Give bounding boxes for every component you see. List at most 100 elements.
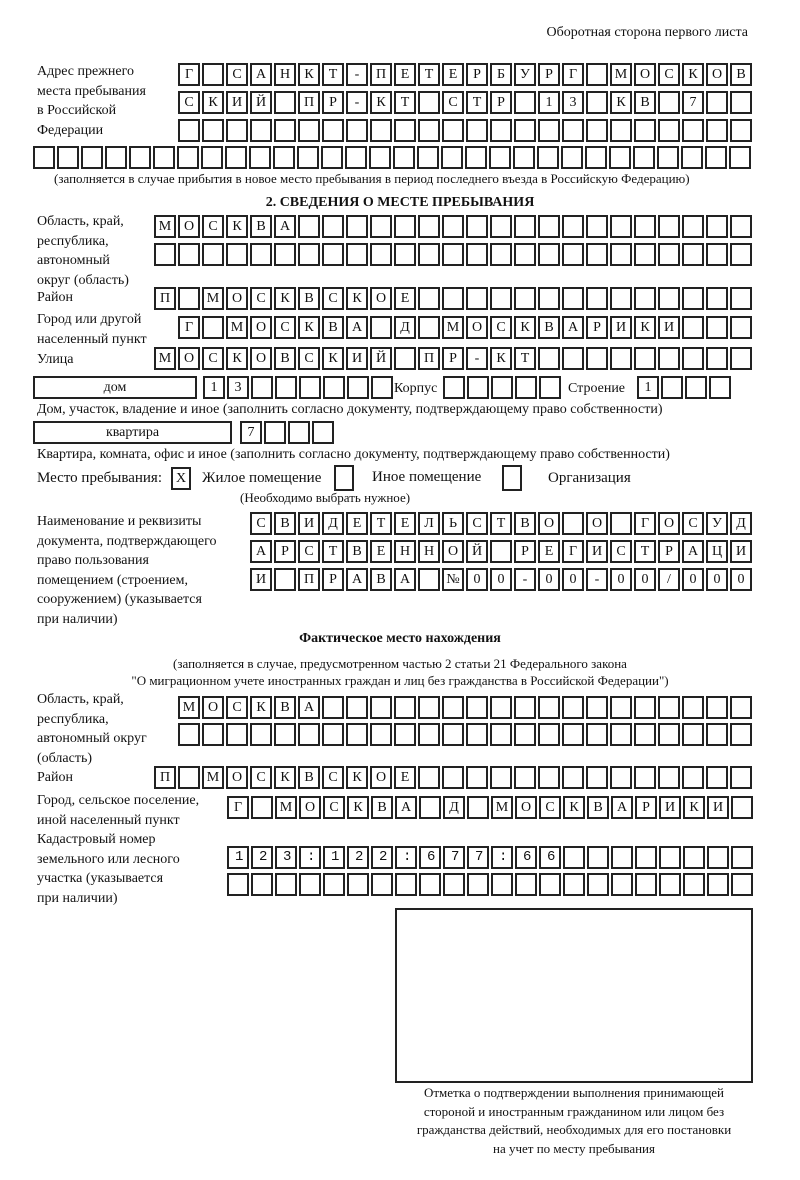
char-cell[interactable]: Р bbox=[274, 540, 296, 563]
char-cell[interactable] bbox=[417, 146, 439, 169]
char-cell[interactable] bbox=[370, 696, 392, 719]
char-cell[interactable] bbox=[225, 146, 247, 169]
char-cell[interactable]: Г bbox=[178, 316, 200, 339]
char-cell[interactable] bbox=[731, 846, 753, 869]
char-cell[interactable]: 7 bbox=[682, 91, 704, 114]
char-cell[interactable] bbox=[658, 347, 680, 370]
char-cell[interactable] bbox=[129, 146, 151, 169]
char-cell[interactable]: К bbox=[346, 287, 368, 310]
char-cell[interactable] bbox=[202, 316, 224, 339]
char-cell[interactable]: В bbox=[250, 215, 272, 238]
char-cell[interactable] bbox=[298, 119, 320, 142]
char-cell[interactable] bbox=[322, 119, 344, 142]
char-cell[interactable]: Г bbox=[562, 63, 584, 86]
char-cell[interactable] bbox=[154, 243, 176, 266]
char-cell[interactable] bbox=[370, 119, 392, 142]
char-cell[interactable] bbox=[394, 347, 416, 370]
char-cell[interactable]: О bbox=[706, 63, 728, 86]
char-cell[interactable] bbox=[418, 287, 440, 310]
char-cell[interactable] bbox=[659, 873, 681, 896]
char-cell[interactable] bbox=[251, 796, 273, 819]
char-cell[interactable]: С bbox=[539, 796, 561, 819]
char-cell[interactable]: А bbox=[611, 796, 633, 819]
char-cell[interactable] bbox=[538, 243, 560, 266]
char-cell[interactable] bbox=[418, 696, 440, 719]
char-cell[interactable]: 0 bbox=[490, 568, 512, 591]
char-cell[interactable] bbox=[610, 696, 632, 719]
char-cell[interactable]: О bbox=[538, 512, 560, 535]
char-cell[interactable]: О bbox=[370, 766, 392, 789]
char-cell[interactable] bbox=[706, 316, 728, 339]
char-cell[interactable] bbox=[346, 119, 368, 142]
char-cell[interactable] bbox=[538, 215, 560, 238]
char-cell[interactable]: С bbox=[226, 63, 248, 86]
char-cell[interactable]: А bbox=[298, 696, 320, 719]
char-cell[interactable] bbox=[321, 146, 343, 169]
char-cell[interactable] bbox=[491, 873, 513, 896]
char-cell[interactable]: В bbox=[346, 540, 368, 563]
char-cell[interactable] bbox=[514, 696, 536, 719]
cadastre-row-1[interactable] bbox=[227, 846, 755, 869]
char-cell[interactable]: П bbox=[154, 287, 176, 310]
char-cell[interactable] bbox=[538, 119, 560, 142]
char-cell[interactable]: И bbox=[250, 568, 272, 591]
char-cell[interactable] bbox=[419, 846, 441, 869]
char-cell[interactable]: Е bbox=[370, 540, 392, 563]
char-cell[interactable]: В bbox=[587, 796, 609, 819]
char-cell[interactable]: О bbox=[226, 287, 248, 310]
char-cell[interactable] bbox=[610, 287, 632, 310]
char-cell[interactable] bbox=[298, 215, 320, 238]
char-cell[interactable]: Р bbox=[635, 796, 657, 819]
char-cell[interactable] bbox=[514, 215, 536, 238]
char-cell[interactable]: И bbox=[610, 316, 632, 339]
char-cell[interactable]: Р bbox=[490, 91, 512, 114]
char-cell[interactable] bbox=[346, 215, 368, 238]
char-cell[interactable]: В bbox=[298, 766, 320, 789]
char-cell[interactable] bbox=[490, 119, 512, 142]
char-cell[interactable] bbox=[395, 846, 417, 869]
char-cell[interactable] bbox=[466, 723, 488, 746]
char-cell[interactable]: К bbox=[226, 215, 248, 238]
stay-option-residential-checkbox[interactable]: Х bbox=[171, 467, 191, 490]
char-cell[interactable] bbox=[369, 146, 391, 169]
char-cell[interactable] bbox=[538, 696, 560, 719]
char-cell[interactable]: К bbox=[370, 91, 392, 114]
char-cell[interactable] bbox=[226, 119, 248, 142]
char-cell[interactable]: М bbox=[442, 316, 464, 339]
char-cell[interactable]: Д bbox=[394, 316, 416, 339]
char-cell[interactable] bbox=[299, 846, 321, 869]
char-cell[interactable] bbox=[442, 119, 464, 142]
char-cell[interactable] bbox=[707, 873, 729, 896]
char-cell[interactable] bbox=[658, 287, 680, 310]
char-cell[interactable]: Т bbox=[466, 91, 488, 114]
char-cell[interactable]: И bbox=[586, 540, 608, 563]
char-cell[interactable] bbox=[683, 873, 705, 896]
char-cell[interactable]: С bbox=[226, 696, 248, 719]
char-cell[interactable] bbox=[250, 723, 272, 746]
prev-address-row-4[interactable] bbox=[33, 146, 753, 169]
char-cell[interactable] bbox=[178, 287, 200, 310]
char-cell[interactable] bbox=[610, 215, 632, 238]
char-cell[interactable] bbox=[586, 287, 608, 310]
region-row-2[interactable] bbox=[154, 243, 754, 266]
char-cell[interactable]: О bbox=[250, 347, 272, 370]
char-cell[interactable] bbox=[706, 347, 728, 370]
char-cell[interactable]: О bbox=[370, 287, 392, 310]
char-cell[interactable] bbox=[274, 119, 296, 142]
char-cell[interactable] bbox=[634, 215, 656, 238]
char-cell[interactable]: Д bbox=[322, 512, 344, 535]
char-cell[interactable] bbox=[562, 723, 584, 746]
char-cell[interactable] bbox=[418, 243, 440, 266]
char-cell[interactable] bbox=[178, 119, 200, 142]
char-cell[interactable]: 0 bbox=[682, 568, 704, 591]
char-cell[interactable] bbox=[323, 376, 345, 399]
char-cell[interactable] bbox=[322, 723, 344, 746]
char-cell[interactable] bbox=[682, 215, 704, 238]
char-cell[interactable]: О bbox=[442, 540, 464, 563]
char-cell[interactable]: 7 bbox=[240, 421, 262, 444]
char-cell[interactable] bbox=[610, 243, 632, 266]
char-cell[interactable] bbox=[539, 376, 561, 399]
char-cell[interactable] bbox=[634, 243, 656, 266]
